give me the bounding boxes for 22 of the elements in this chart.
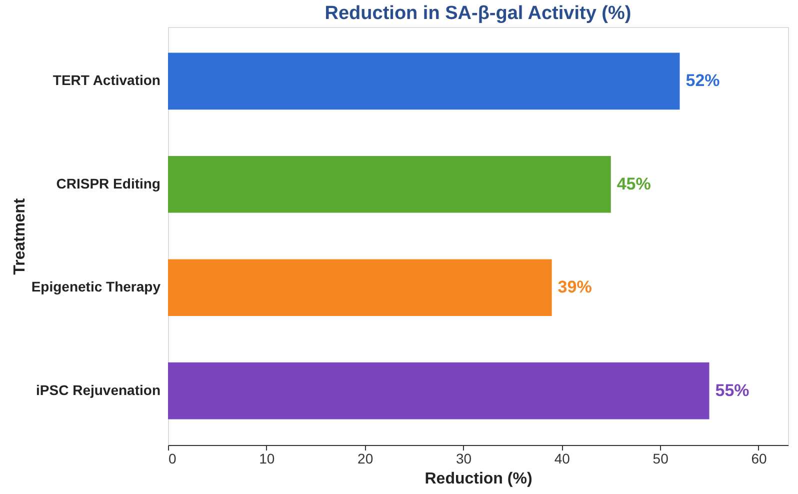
y-tick-label: CRISPR Editing	[56, 175, 160, 192]
x-tick-label: 40	[554, 450, 570, 466]
y-tick-label: TERT Activation	[52, 72, 160, 88]
chart-title: Reduction in SA-β-gal Activity (%)	[324, 3, 632, 24]
data-label: 45%	[616, 174, 651, 194]
bar	[168, 52, 680, 110]
x-tick-label: 20	[358, 450, 374, 466]
x-tick-label: 10	[259, 450, 275, 466]
bar	[168, 362, 710, 420]
x-tick-label: 0	[168, 450, 176, 466]
x-tick-label: 50	[652, 450, 669, 466]
data-label: 55%	[715, 380, 750, 400]
y-tick-label: iPSC Rejuvenation	[36, 382, 160, 398]
y-axis-title: Treatment	[11, 198, 28, 275]
y-tick-label: Epigenetic Therapy	[31, 278, 161, 295]
x-axis-title: Reduction (%)	[424, 470, 532, 488]
data-label: 52%	[686, 71, 720, 90]
bar	[168, 156, 611, 213]
x-tick-label: 60	[751, 450, 767, 466]
data-label: 39%	[558, 278, 592, 297]
x-tick-label: 30	[456, 450, 472, 466]
bar	[168, 259, 552, 316]
